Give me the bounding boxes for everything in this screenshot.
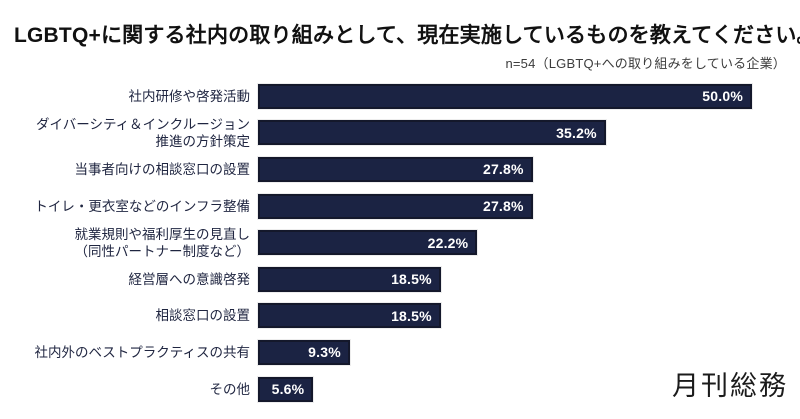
category-label: 経営層への意識啓発: [128, 271, 251, 287]
bar-area: 50.0%: [258, 83, 800, 109]
category-label: ダイバーシティ＆インクルージョン 推進の方針策定: [36, 116, 250, 149]
bar-row: 経営層への意識啓発 18.5%: [0, 261, 800, 298]
bar: 27.8%: [258, 193, 533, 219]
bar: 18.5%: [258, 266, 441, 292]
category-label: 相談窓口の設置: [155, 308, 251, 324]
bar: 9.3%: [258, 339, 350, 365]
category-label: 社内研修や啓発活動: [128, 88, 251, 104]
bar-area: 9.3%: [258, 339, 800, 365]
category-label: 当事者向けの相談窓口の設置: [74, 161, 251, 177]
bar-row: 社内研修や啓発活動 50.0%: [0, 78, 800, 115]
gekkan-soumu-logo: 月刊総務: [672, 371, 788, 401]
category-label: トイレ・更衣室などのインフラ整備: [34, 198, 250, 214]
bar: 22.2%: [258, 230, 478, 256]
value-label: 22.2%: [427, 234, 469, 251]
category-label: 就業規則や福利厚生の見直し （同性パートナー制度など）: [74, 226, 251, 259]
chart-title: LGBTQ+に関する社内の取り組みとして、現在実施しているものを教えてください。: [14, 24, 800, 47]
category-label: その他: [209, 381, 251, 397]
bar: 27.8%: [258, 156, 533, 182]
bar-row: トイレ・更衣室などのインフラ整備 27.8%: [0, 188, 800, 225]
bar-row: ダイバーシティ＆インクルージョン 推進の方針策定 35.2%: [0, 115, 800, 152]
bar-area: 18.5%: [258, 266, 800, 292]
value-label: 9.3%: [308, 344, 341, 361]
value-label: 50.0%: [702, 88, 743, 105]
bar-row: 相談窓口の設置 18.5%: [0, 298, 800, 335]
bar-row: 当事者向けの相談窓口の設置 27.8%: [0, 151, 800, 188]
bar: 50.0%: [258, 83, 752, 109]
bar-area: 27.8%: [258, 156, 800, 182]
value-label: 5.6%: [271, 381, 305, 398]
bar: 35.2%: [258, 120, 606, 146]
bar-area: 27.8%: [258, 193, 800, 219]
value-label: 27.8%: [482, 198, 524, 215]
bar-area: 18.5%: [258, 303, 800, 329]
value-label: 18.5%: [391, 307, 432, 324]
bar-area: 22.2%: [258, 230, 800, 256]
value-label: 18.5%: [391, 271, 432, 288]
bar: 5.6%: [258, 376, 314, 402]
bar-chart-rows: 社内研修や啓発活動 50.0% ダイバーシティ＆インクルージョン 推進の方針策定 35…: [0, 78, 800, 407]
bar-area: 5.6%: [258, 376, 800, 402]
sample-size-note: n=54（LGBTQ+への取り組みをしている企業）: [505, 56, 786, 71]
bar-area: 35.2%: [258, 120, 800, 146]
category-label: 社内外のベストプラクティスの共有: [34, 344, 250, 360]
value-label: 35.2%: [556, 124, 597, 141]
bar-row: 社内外のベストプラクティスの共有 9.3%: [0, 334, 800, 371]
bar: 18.5%: [258, 303, 441, 329]
bar-row: その他 5.6%: [0, 371, 800, 408]
bar-row: 就業規則や福利厚生の見直し （同性パートナー制度など） 22.2%: [0, 224, 800, 261]
value-label: 27.8%: [482, 161, 524, 178]
